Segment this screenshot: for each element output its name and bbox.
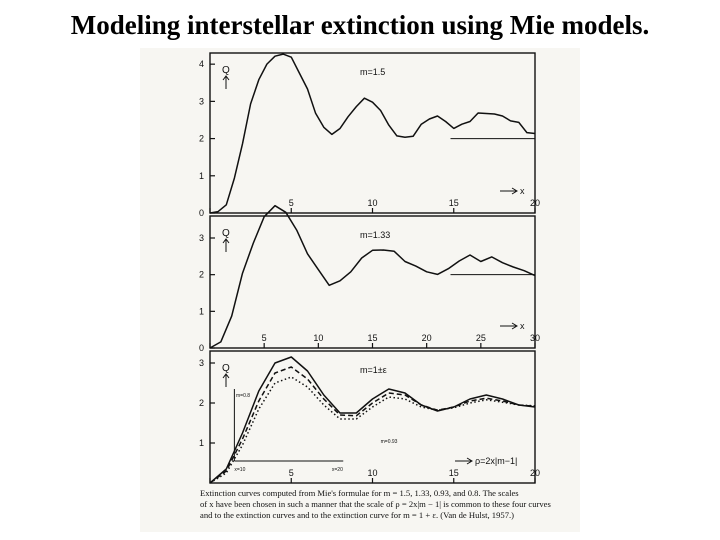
slide-title: Modeling interstellar extinction using M…	[70, 10, 650, 40]
series-line-1	[209, 356, 536, 484]
panel-title: m=1.33	[360, 230, 390, 240]
x-tick-label: 10	[367, 198, 377, 208]
y-tick-label: 1	[199, 171, 204, 181]
curve-annotation: x=10	[234, 467, 245, 473]
y-tick-label: 3	[199, 233, 204, 243]
x-tick-label: 10	[313, 333, 323, 343]
series-line-1	[209, 204, 536, 349]
y-tick-label: 3	[199, 358, 204, 368]
x-axis-arrowhead	[511, 187, 518, 195]
x-axis-arrowhead	[466, 457, 473, 465]
x-tick-label: 5	[289, 468, 294, 478]
panel-frame-1	[209, 52, 536, 214]
y-tick-label: 1	[199, 438, 204, 448]
figure-caption: Extinction curves computed from Mie's fo…	[200, 488, 576, 521]
caption-line-2: of x have been chosen in such a manner t…	[200, 499, 551, 509]
y-axis-label: Q	[222, 228, 230, 239]
series-line-1	[209, 53, 536, 214]
y-tick-label: 0	[199, 343, 204, 353]
y-axis-arrowhead	[222, 238, 230, 244]
y-tick-label: 3	[199, 96, 204, 106]
caption-line-1: Extinction curves computed from Mie's fo…	[200, 488, 519, 498]
panel-title: m=1.5	[360, 67, 385, 77]
y-tick-label: 2	[199, 270, 204, 280]
y-tick-label: 1	[199, 306, 204, 316]
y-tick-label: 4	[199, 59, 204, 69]
x-tick-label: 15	[449, 468, 459, 478]
x-tick-label: 20	[530, 468, 540, 478]
y-axis-arrowhead	[222, 373, 230, 379]
x-axis-label: x	[520, 186, 525, 196]
series-line-3	[209, 376, 536, 484]
x-tick-label: 15	[449, 198, 459, 208]
curve-annotation: m=0.93	[381, 439, 398, 445]
y-tick-label: 2	[199, 398, 204, 408]
x-axis-label: x	[520, 321, 525, 331]
x-tick-label: 30	[530, 333, 540, 343]
y-axis-arrowhead	[222, 75, 230, 81]
caption-line-3: and to the extinction curves and to the …	[200, 510, 515, 520]
x-tick-label: 20	[530, 198, 540, 208]
x-tick-label: 15	[367, 333, 377, 343]
y-tick-label: 2	[199, 134, 204, 144]
x-axis-arrowhead	[511, 322, 518, 330]
x-tick-label: 25	[476, 333, 486, 343]
y-axis-label: Q	[222, 65, 230, 76]
panel-title: m=1±ε	[360, 365, 387, 375]
x-tick-label: 5	[262, 333, 267, 343]
x-tick-label: 20	[422, 333, 432, 343]
series-line-2	[209, 366, 536, 484]
x-tick-label: 10	[367, 468, 377, 478]
y-axis-label: Q	[222, 363, 230, 374]
curve-annotation: x=20	[332, 467, 343, 473]
y-tick-label: 0	[199, 208, 204, 218]
x-axis-label: ρ=2x|m−1|	[475, 456, 517, 466]
x-tick-label: 5	[289, 198, 294, 208]
curve-annotation: m=0.8	[236, 393, 250, 399]
